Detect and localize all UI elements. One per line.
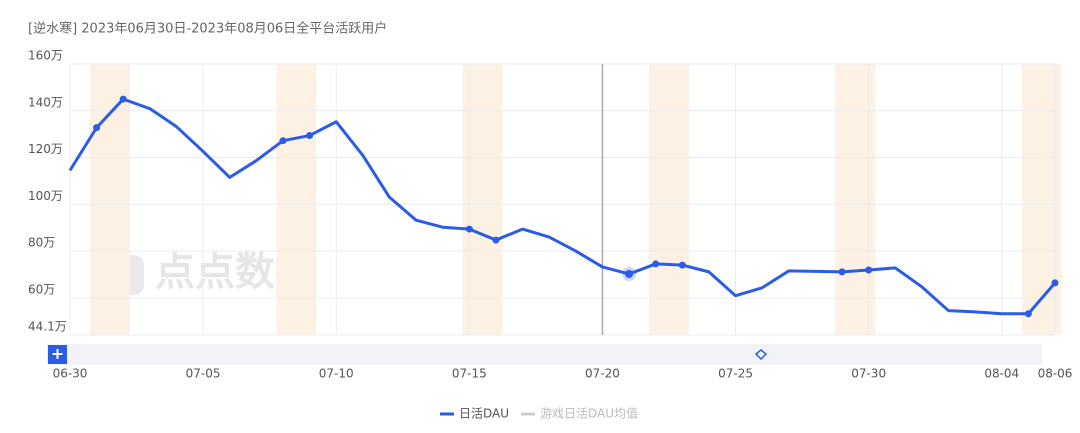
- legend-label[interactable]: 游戏日活DAU均值: [540, 406, 638, 421]
- diamond-icon[interactable]: [754, 349, 768, 361]
- highlight-band: [276, 64, 317, 335]
- data-point: [279, 137, 287, 145]
- chart-title: [逆水寒] 2023年06月30日-2023年08月06日全平台活跃用户: [28, 21, 387, 37]
- x-tick-label: 08-06: [1038, 367, 1073, 381]
- y-tick-label: 120万: [28, 142, 63, 156]
- data-point: [492, 236, 500, 244]
- data-point: [465, 225, 473, 233]
- x-tick-label: 08-04: [984, 367, 1019, 381]
- x-tick-label: 07-15: [452, 367, 487, 381]
- x-tick-label: 07-20: [585, 367, 620, 381]
- x-tick-label: 07-10: [319, 367, 354, 381]
- data-point: [838, 268, 846, 276]
- legend-label: 日活DAU: [459, 407, 509, 421]
- highlight-band: [649, 64, 689, 335]
- y-tick-label: 80万: [28, 236, 55, 250]
- data-point: [1024, 310, 1032, 318]
- highlight-band: [462, 64, 503, 335]
- data-point: [652, 260, 660, 268]
- plus-icon: [52, 349, 63, 359]
- highlight-band: [835, 64, 876, 335]
- zoom-slider[interactable]: [47, 344, 1042, 365]
- x-tick-label: 07-05: [186, 367, 221, 381]
- data-point: [93, 124, 101, 132]
- y-tick-label: 100万: [28, 189, 63, 203]
- y-tick-label: 160万: [28, 49, 63, 63]
- data-point: [306, 132, 314, 140]
- y-tick-label: 60万: [28, 282, 55, 296]
- y-tick-label: 140万: [28, 95, 63, 109]
- data-point: [865, 266, 873, 274]
- x-tick-label: 06-30: [53, 367, 88, 381]
- x-tick-label: 07-30: [851, 367, 886, 381]
- x-tick-label: 07-25: [718, 367, 753, 381]
- data-point: [1051, 279, 1059, 287]
- highlight-band: [1021, 64, 1062, 335]
- active-point: [625, 269, 634, 278]
- data-point: [678, 261, 686, 269]
- data-line: [68, 97, 1057, 316]
- y-tick-label: 44.1万: [28, 320, 67, 334]
- data-point: [119, 95, 127, 103]
- highlight-band: [89, 64, 130, 335]
